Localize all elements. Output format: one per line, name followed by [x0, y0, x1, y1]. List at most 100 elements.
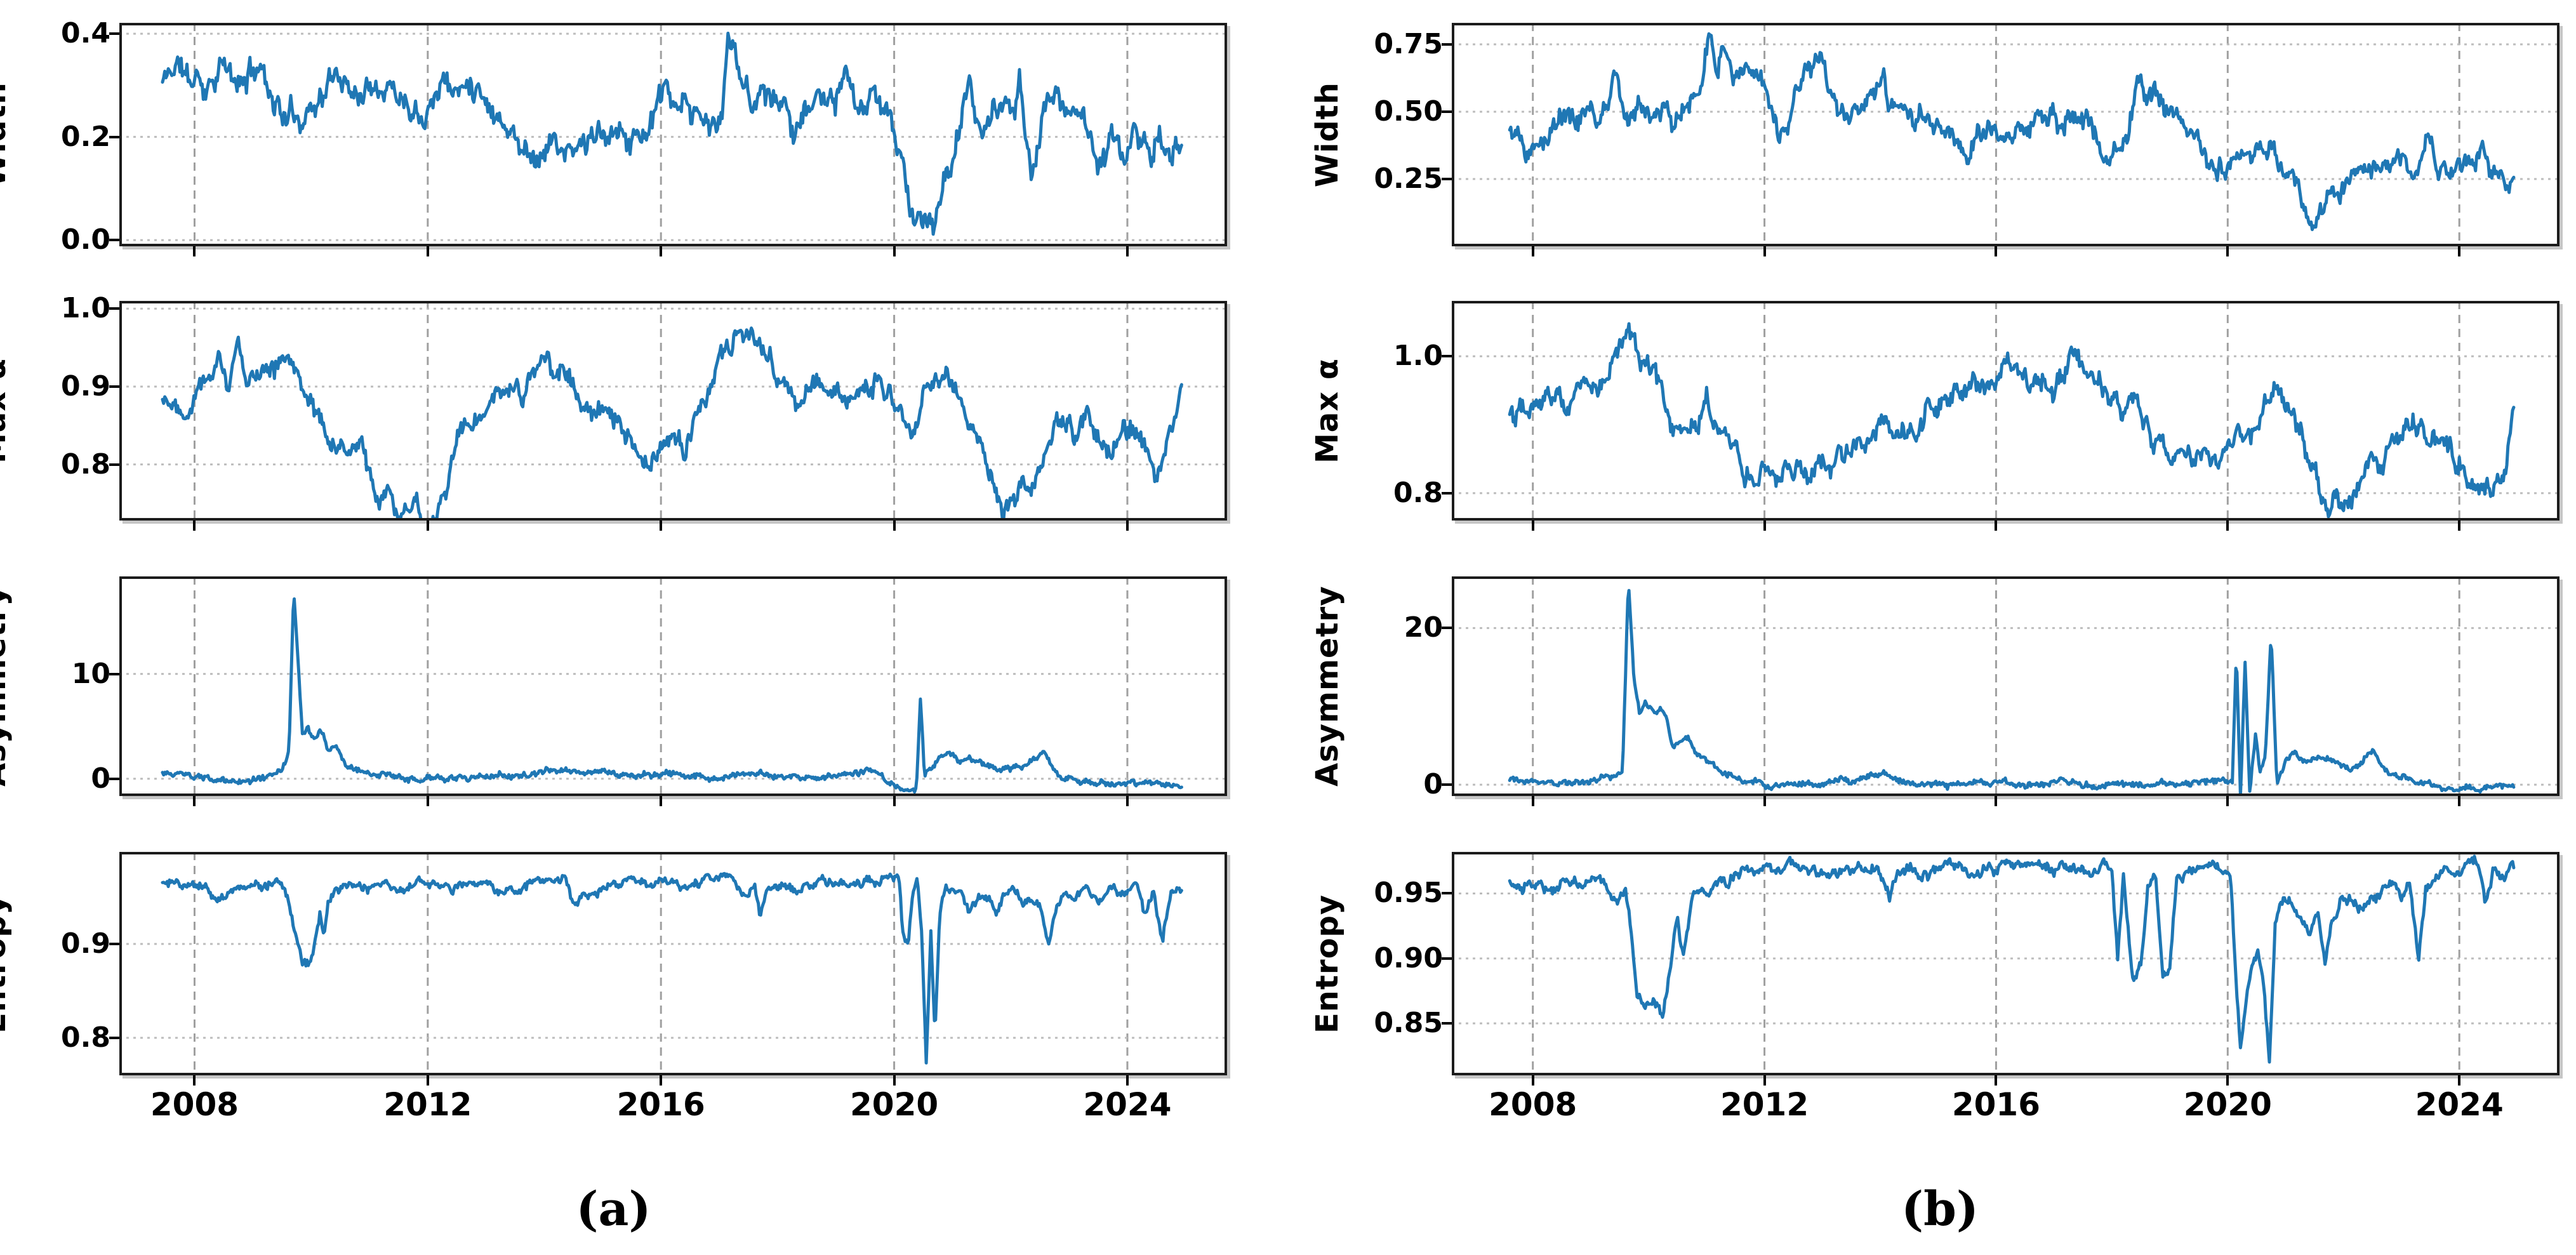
y-tick-label-a-width: 0.4: [61, 17, 110, 50]
x-tick-mark: [193, 796, 196, 806]
x-tick-mark: [426, 796, 429, 806]
x-tick-mark: [660, 521, 663, 531]
y-tick-mark: [109, 32, 119, 36]
plot-border: [1452, 301, 2559, 521]
x-tick-label: 2020: [2183, 1086, 2272, 1123]
y-tick-label-a-asymmetry: 10: [71, 657, 110, 690]
y-tick-label-b-asymmetry: 0: [1423, 768, 1443, 801]
y-axis-label-b-asymmetry: Asymmetry: [1310, 585, 1345, 787]
x-tick-mark: [1125, 1075, 1129, 1086]
x-tick-mark: [660, 796, 663, 806]
panel-a-entropy: [119, 852, 1227, 1075]
y-tick-mark: [1442, 957, 1452, 960]
x-tick-mark: [1995, 246, 1998, 256]
x-tick-mark: [1125, 246, 1129, 256]
line-chart-b-asymmetry: [1452, 576, 2559, 796]
panel-a-max-alpha: [119, 301, 1227, 521]
x-tick-label: 2012: [1720, 1086, 1809, 1123]
panel-b-asymmetry: [1452, 576, 2559, 796]
y-tick-label-a-width: 0.2: [61, 120, 110, 153]
x-tick-mark: [1531, 521, 1534, 531]
y-tick-label-b-maxalpha: 1.0: [1393, 340, 1443, 373]
y-tick-mark: [109, 239, 119, 242]
y-tick-mark: [109, 135, 119, 138]
data-series-b-asymmetry: [1508, 588, 2516, 796]
x-tick-mark: [893, 1075, 896, 1086]
line-chart-a-width: [119, 23, 1227, 246]
line-chart-b-entropy: [1452, 852, 2559, 1075]
x-tick-mark: [1763, 796, 1766, 806]
y-tick-label-b-width: 0.25: [1374, 162, 1443, 195]
x-tick-mark: [426, 521, 429, 531]
x-tick-mark: [193, 1075, 196, 1086]
x-tick-mark: [1531, 1075, 1534, 1086]
y-tick-label-a-maxalpha: 1.0: [61, 292, 110, 325]
x-tick-mark: [2226, 796, 2229, 806]
x-tick-mark: [1763, 521, 1766, 531]
line-chart-b-max-alpha: [1452, 301, 2559, 521]
x-tick-mark: [2226, 1075, 2229, 1086]
y-tick-label-b-entropy: 0.90: [1374, 941, 1443, 974]
x-tick-label: 2008: [1489, 1086, 1577, 1123]
y-tick-mark: [1442, 355, 1452, 358]
data-series-b-width: [1508, 32, 2516, 232]
plot-border: [1452, 23, 2559, 246]
y-tick-mark: [109, 385, 119, 388]
plot-border: [119, 301, 1227, 521]
x-tick-mark: [1763, 1075, 1766, 1086]
x-tick-mark: [426, 246, 429, 256]
x-tick-mark: [893, 521, 896, 531]
x-tick-label: 2024: [2415, 1086, 2504, 1123]
y-tick-label-b-entropy: 0.95: [1374, 877, 1443, 910]
line-chart-a-entropy: [119, 852, 1227, 1075]
x-tick-mark: [893, 246, 896, 256]
y-tick-label-b-width: 0.75: [1374, 27, 1443, 60]
data-series-a-width: [161, 31, 1183, 236]
line-chart-b-width: [1452, 23, 2559, 246]
plot-border: [1452, 852, 2559, 1075]
y-tick-mark: [1442, 627, 1452, 630]
x-tick-mark: [660, 1075, 663, 1086]
x-tick-mark: [1995, 1075, 1998, 1086]
x-tick-mark: [1125, 521, 1129, 531]
y-tick-label-a-asymmetry: 0: [91, 762, 110, 795]
x-tick-label: 2012: [383, 1086, 472, 1123]
panel-a-width: [119, 23, 1227, 246]
x-tick-mark: [426, 1075, 429, 1086]
x-tick-mark: [2458, 1075, 2461, 1086]
y-tick-label-a-entropy: 0.8: [61, 1021, 110, 1054]
y-tick-mark: [1442, 43, 1452, 46]
y-axis-label-a-max-alpha: Max α: [0, 358, 13, 463]
x-tick-label: 2016: [1951, 1086, 2041, 1123]
y-tick-label-a-entropy: 0.9: [61, 927, 110, 960]
panel-b-width: [1452, 23, 2559, 246]
plot-border: [119, 852, 1227, 1075]
x-tick-mark: [1995, 521, 1998, 531]
x-tick-mark: [2226, 521, 2229, 531]
x-tick-label: 2016: [616, 1086, 705, 1123]
plot-border: [119, 576, 1227, 796]
y-tick-label-b-asymmetry: 20: [1404, 611, 1443, 644]
y-tick-label-b-entropy: 0.85: [1374, 1007, 1443, 1040]
x-tick-label: 2008: [150, 1086, 239, 1123]
y-tick-mark: [1442, 491, 1452, 495]
y-tick-label-a-width: 0.0: [61, 223, 110, 256]
x-tick-mark: [1531, 246, 1534, 256]
data-series-a-entropy: [161, 872, 1183, 1065]
panel-b-max-alpha: [1452, 301, 2559, 521]
x-tick-mark: [1531, 796, 1534, 806]
x-tick-mark: [2458, 521, 2461, 531]
y-tick-mark: [1442, 110, 1452, 113]
x-tick-mark: [2458, 246, 2461, 256]
x-tick-mark: [1125, 796, 1129, 806]
x-tick-mark: [193, 246, 196, 256]
y-tick-label-b-width: 0.50: [1374, 95, 1443, 128]
y-tick-mark: [109, 463, 119, 466]
y-tick-mark: [109, 672, 119, 675]
y-tick-mark: [1442, 177, 1452, 180]
x-tick-mark: [193, 521, 196, 531]
y-tick-mark: [1442, 892, 1452, 895]
x-tick-mark: [2458, 796, 2461, 806]
panel-b-entropy: [1452, 852, 2559, 1075]
x-tick-mark: [1763, 246, 1766, 256]
